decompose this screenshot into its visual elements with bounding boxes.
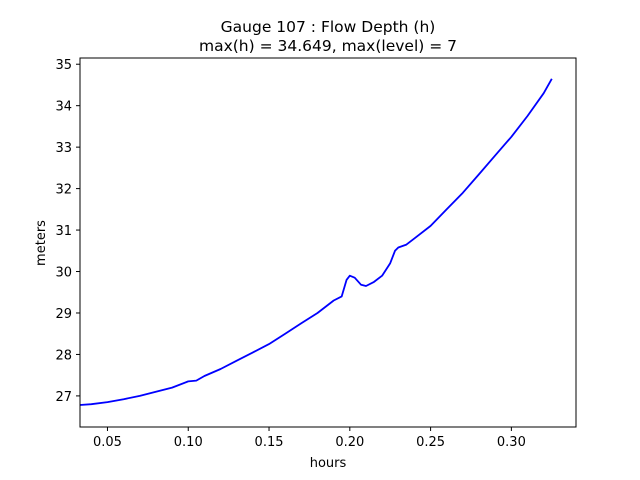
y-tick-label: 33	[55, 141, 72, 156]
y-tick-label: 30	[55, 266, 72, 281]
y-tick-label: 29	[55, 307, 72, 322]
x-axis-label: hours	[310, 456, 347, 471]
y-tick-label: 27	[55, 390, 72, 405]
chart-title: Gauge 107 : Flow Depth (h)	[221, 18, 436, 36]
y-tick-label: 32	[55, 183, 72, 198]
y-tick-label: 31	[55, 224, 72, 239]
chart-subtitle: max(h) = 34.649, max(level) = 7	[199, 37, 457, 55]
x-axis-ticks: 0.05 0.10 0.15 0.20 0.25 0.30	[93, 427, 526, 450]
x-tick-label: 0.10	[174, 435, 203, 450]
y-axis-ticks: 27 28 29 30 31 32 33 34 35	[55, 58, 80, 405]
plot-frame	[79, 57, 577, 428]
x-tick-label: 0.15	[255, 435, 284, 450]
x-tick-label: 0.20	[335, 435, 364, 450]
y-tick-label: 28	[55, 348, 72, 363]
y-tick-label: 34	[55, 100, 72, 115]
x-tick-label: 0.05	[93, 435, 122, 450]
y-tick-label: 35	[55, 58, 72, 73]
x-tick-label: 0.25	[416, 435, 445, 450]
series-group	[79, 78, 553, 406]
flow-depth-line	[79, 78, 553, 406]
x-tick-label: 0.30	[497, 435, 526, 450]
y-axis-label: meters	[34, 220, 49, 266]
